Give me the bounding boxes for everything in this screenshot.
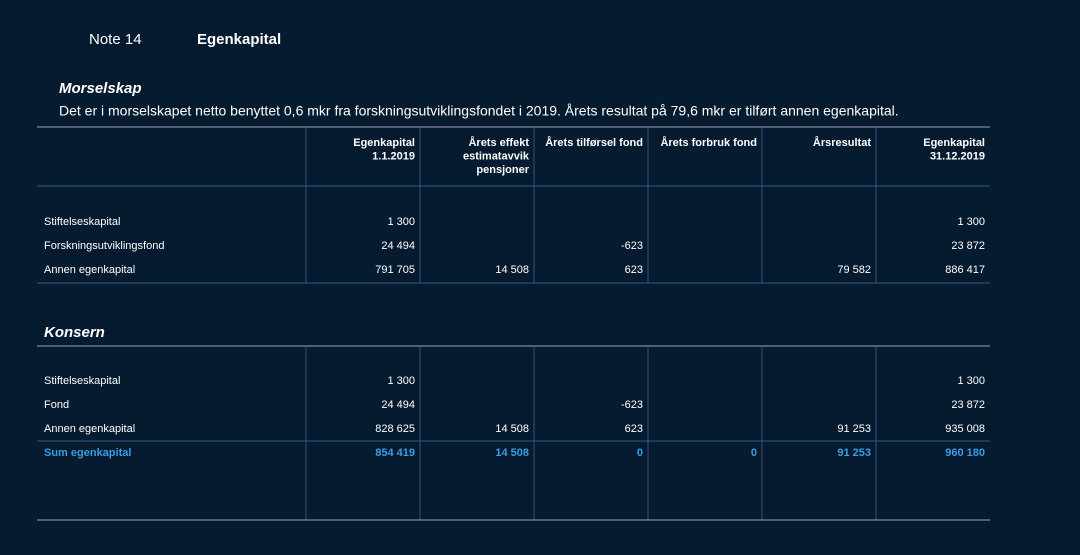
cell: -623 [621,240,643,252]
column-header: Egenkapital [353,137,415,149]
column-header: estimatavvik [463,150,530,162]
row-label: Stiftelseskapital [44,375,120,387]
total-cell: 0 [751,447,757,459]
cell: 935 008 [945,423,985,435]
cell: 79 582 [837,264,871,276]
cell: 24 494 [381,399,415,411]
cell: 23 872 [951,399,985,411]
cell: 14 508 [495,264,529,276]
section-title: Konsern [44,324,105,341]
row-label: Forskningsutviklingsfond [44,240,164,252]
column-header: Egenkapital [923,137,985,149]
cell: 91 253 [837,423,871,435]
column-header: 1.1.2019 [372,150,415,162]
cell: 623 [625,264,643,276]
row-label: Stiftelseskapital [44,216,120,228]
note-number: Note 14 [89,31,142,48]
column-header: Årets effekt [468,136,529,149]
column-header: pensjoner [476,164,529,176]
cell: 1 300 [387,375,415,387]
cell: 1 300 [957,375,985,387]
cell: 828 625 [375,423,415,435]
row-label: Annen egenkapital [44,423,135,435]
cell: 886 417 [945,264,985,276]
total-cell: 960 180 [945,447,985,459]
row-label: Fond [44,399,69,411]
total-cell: 91 253 [837,447,871,459]
note-title: Egenkapital [197,31,281,48]
cell: 1 300 [387,216,415,228]
cell: 23 872 [951,240,985,252]
section-title: Morselskap [59,80,142,97]
column-header: Årets tilførsel fond [545,136,643,149]
column-header: Årsresultat [813,136,871,149]
description: Det er i morselskapet netto benyttet 0,6… [59,103,899,119]
cell: 623 [625,423,643,435]
column-header: 31.12.2019 [930,150,985,162]
cell: 1 300 [957,216,985,228]
total-cell: 854 419 [375,447,415,459]
total-cell: 0 [637,447,643,459]
column-header: Årets forbruk fond [660,136,757,149]
cell: 14 508 [495,423,529,435]
cell: 24 494 [381,240,415,252]
cell: -623 [621,399,643,411]
total-label: Sum egenkapital [44,447,131,459]
total-cell: 14 508 [495,447,529,459]
row-label: Annen egenkapital [44,264,135,276]
cell: 791 705 [375,264,415,276]
